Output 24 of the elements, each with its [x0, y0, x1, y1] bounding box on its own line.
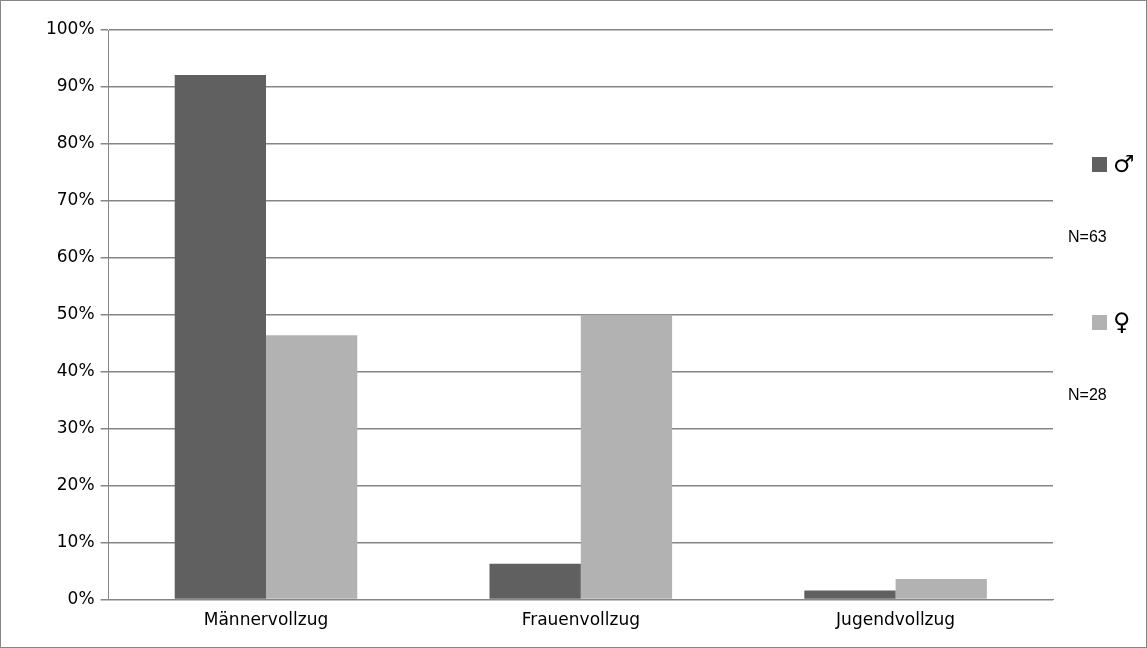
- y-tick-label: 100%: [45, 18, 95, 39]
- bar: [895, 579, 987, 599]
- y-tick-label: 10%: [56, 531, 95, 552]
- text: N=28: [1068, 386, 1107, 404]
- legend-label: ♀: [1113, 308, 1131, 336]
- y-tick-label: 50%: [56, 303, 95, 324]
- bar: [804, 590, 896, 599]
- y-tick-label: 0%: [67, 588, 95, 609]
- bar: [489, 563, 581, 599]
- y-tick-label: 80%: [56, 132, 95, 153]
- y-tick-label: 90%: [56, 75, 95, 96]
- y-tick-label: 20%: [56, 474, 95, 495]
- x-tick-label: Männervollzug: [203, 609, 329, 630]
- bar: [174, 75, 266, 599]
- bar: [266, 335, 358, 599]
- y-tick-label: 60%: [56, 246, 95, 267]
- x-tick-label: Frauenvollzug: [521, 609, 640, 630]
- y-tick-label: 40%: [56, 360, 95, 381]
- x-tick-label: Jugendvollzug: [835, 609, 956, 630]
- legend-label: ♂: [1113, 150, 1135, 178]
- bar: [580, 314, 673, 599]
- text: N=63: [1068, 228, 1107, 246]
- y-tick-label: 70%: [56, 189, 95, 210]
- y-tick-label: 30%: [56, 417, 95, 438]
